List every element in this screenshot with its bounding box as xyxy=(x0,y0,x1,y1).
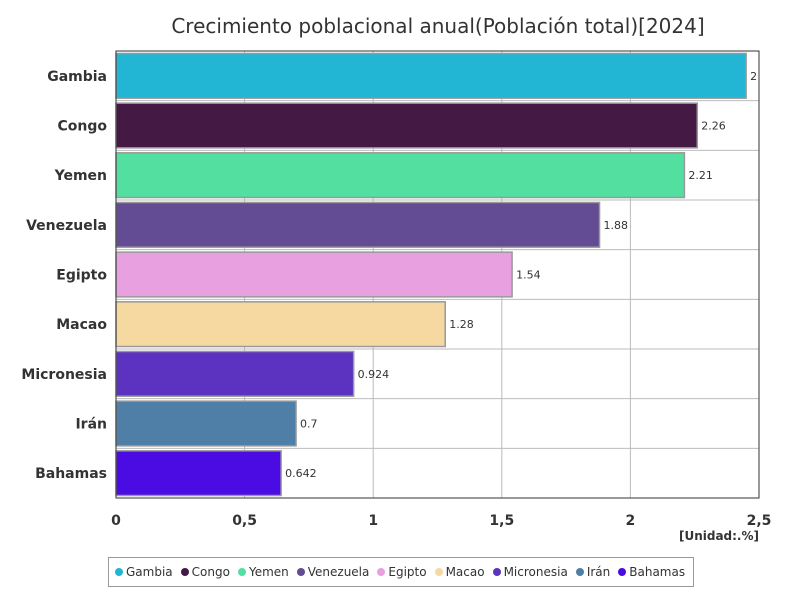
legend-marker-icon xyxy=(296,568,305,576)
legend-item: Venezuela xyxy=(296,565,370,579)
data-label: 2 xyxy=(750,70,757,83)
category-label: Irán xyxy=(75,417,107,433)
bar-gambia xyxy=(115,52,747,99)
x-tick-label: 1,5 xyxy=(489,513,514,529)
legend-label: Congo xyxy=(191,565,230,579)
legend-item: Egipto xyxy=(377,565,427,579)
category-label: Egipto xyxy=(56,268,107,284)
category-label: Gambia xyxy=(47,69,107,85)
legend-label: Egipto xyxy=(388,565,427,579)
chart-title: Crecimiento poblacional anual(Población … xyxy=(171,14,705,38)
legend-item: Irán xyxy=(575,565,611,579)
category-label: Bahamas xyxy=(35,466,107,482)
legend-item: Bahamas xyxy=(618,565,685,579)
legend-item: Congo xyxy=(180,565,230,579)
legend-item: Macao xyxy=(434,565,485,579)
data-label: 0.924 xyxy=(358,368,390,381)
unit-label: [Unidad:.%] xyxy=(678,529,759,543)
legend-label: Micronesia xyxy=(503,565,568,579)
legend-label: Bahamas xyxy=(629,565,686,579)
legend-marker-icon xyxy=(434,568,443,576)
category-label: Yemen xyxy=(54,168,107,184)
x-tick-label: 2,5 xyxy=(747,513,772,529)
legend: Gambia Congo Yemen Venezuela Egipto Macao Micr… xyxy=(108,557,695,587)
category-labels: Gambia Congo Yemen Venezuela Egipto Macao Micr… xyxy=(21,69,107,482)
legend-marker-icon xyxy=(115,568,123,576)
category-label: Venezuela xyxy=(26,218,107,234)
bar-venezuela xyxy=(115,201,601,248)
data-label: 0.7 xyxy=(300,418,318,431)
legend-marker-icon xyxy=(237,568,246,576)
data-label: 2.21 xyxy=(688,169,713,182)
x-tick-label: 0,5 xyxy=(232,513,257,529)
bar-bahamas xyxy=(115,450,282,497)
x-tick-labels: 0 0,5 1 1,5 2 2,5 xyxy=(111,513,771,529)
legend-marker-icon xyxy=(180,568,189,576)
x-tick-label: 1 xyxy=(368,513,378,529)
legend-label: Macao xyxy=(445,565,485,579)
bar-egipto xyxy=(115,251,513,298)
data-label: 1.54 xyxy=(516,269,541,282)
bars xyxy=(115,52,747,497)
category-label: Micronesia xyxy=(21,367,107,383)
legend-marker-icon xyxy=(575,568,584,576)
legend-item: Gambia xyxy=(115,565,173,579)
legend-label: Irán xyxy=(586,565,611,579)
data-label: 0.642 xyxy=(285,467,317,480)
bar-yemen xyxy=(115,152,686,199)
bar-irán xyxy=(115,400,297,447)
legend-label: Venezuela xyxy=(307,565,370,579)
legend-item: Yemen xyxy=(237,565,289,579)
legend-label: Gambia xyxy=(126,565,173,579)
legend-marker-icon xyxy=(377,568,386,576)
data-label: 1.88 xyxy=(604,219,629,232)
legend-marker-icon xyxy=(618,568,627,576)
legend-marker-icon xyxy=(492,568,501,576)
x-tick-label: 0 xyxy=(111,513,121,529)
legend-item: Micronesia xyxy=(492,565,568,579)
category-label: Macao xyxy=(56,317,107,333)
x-tick-label: 2 xyxy=(626,513,636,529)
legend-label: Yemen xyxy=(248,565,289,579)
category-label: Congo xyxy=(58,119,108,135)
data-label: 2.26 xyxy=(701,120,726,133)
plot-frame xyxy=(115,50,760,499)
bar-congo xyxy=(115,102,699,149)
bar-macao xyxy=(115,301,446,348)
bar-micronesia xyxy=(115,350,355,397)
data-labels: 2 2.26 2.21 1.88 1.54 1.28 0.924 0.7 0.642 xyxy=(285,70,757,480)
data-label: 1.28 xyxy=(449,318,474,331)
